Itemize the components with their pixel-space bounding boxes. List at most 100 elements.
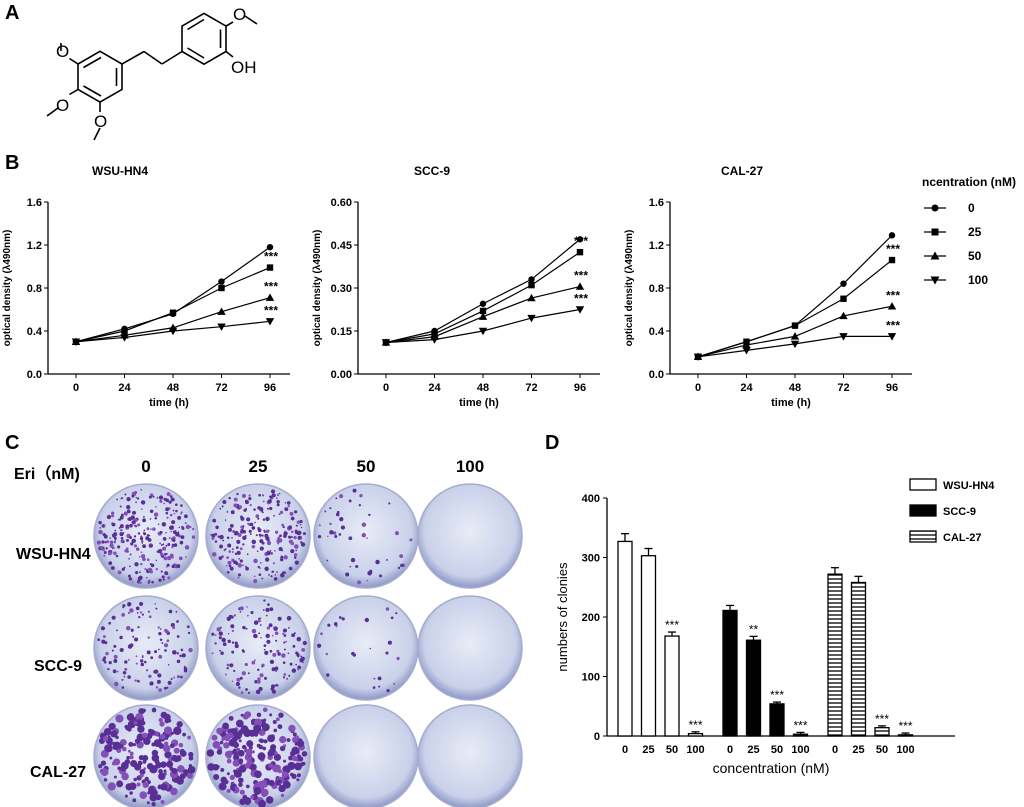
colony xyxy=(239,798,246,805)
significance-label: *** xyxy=(898,719,912,733)
colony xyxy=(155,607,158,610)
y-axis-label: optical density (λ490nm) xyxy=(624,230,635,347)
colony xyxy=(162,578,165,581)
colony xyxy=(253,786,262,795)
colony xyxy=(168,609,173,614)
colony xyxy=(133,777,137,782)
significance-label: *** xyxy=(688,718,702,732)
colony xyxy=(126,504,131,510)
colony xyxy=(158,632,162,636)
colony xyxy=(258,573,262,577)
colony xyxy=(135,662,138,665)
colony xyxy=(148,543,154,548)
colony xyxy=(385,607,390,611)
colony xyxy=(288,535,292,539)
colony xyxy=(274,631,279,635)
colony xyxy=(147,558,150,562)
colony xyxy=(120,497,123,500)
colony xyxy=(274,666,279,671)
colony xyxy=(113,536,117,540)
o-atom-1: O xyxy=(56,42,69,61)
colony xyxy=(127,727,132,732)
colony xyxy=(171,546,174,549)
colony xyxy=(151,749,159,757)
colony xyxy=(164,751,172,759)
data-point-100 xyxy=(839,333,848,341)
o-atom-3: O xyxy=(94,112,107,131)
significance-label: *** xyxy=(264,303,278,317)
colony xyxy=(179,540,184,545)
colony xyxy=(258,493,261,497)
legend-marker-50 xyxy=(930,251,940,260)
colony xyxy=(235,681,241,687)
colony xyxy=(146,801,150,805)
line-chart-0: WSU-HN4 0.0 0.4 0.8 1.2 1.6 0 24 48 72 96 time (h) o… xyxy=(2,164,290,409)
colony xyxy=(176,620,179,623)
data-point-100 xyxy=(120,334,129,342)
colony xyxy=(130,515,135,520)
colony xyxy=(114,529,117,532)
colony xyxy=(100,626,106,631)
colony xyxy=(299,523,302,526)
data-point-25 xyxy=(888,256,896,264)
colony xyxy=(255,689,261,695)
colony xyxy=(98,529,103,535)
colony xyxy=(266,626,270,630)
colony xyxy=(227,633,230,635)
colony xyxy=(128,741,134,747)
colony xyxy=(143,515,145,518)
x-axis-label: time (h) xyxy=(149,397,189,409)
data-point-0 xyxy=(218,278,225,285)
colony xyxy=(276,503,280,507)
colony xyxy=(230,615,234,619)
colony xyxy=(149,681,154,686)
chart-title: WSU-HN4 xyxy=(92,164,148,178)
colony xyxy=(333,622,338,626)
legend-label-0: 0 xyxy=(968,201,975,215)
colony xyxy=(221,505,224,508)
legend-swatch-CAL-27 xyxy=(909,530,937,543)
colony xyxy=(159,499,163,503)
colony xyxy=(127,675,131,679)
colony xyxy=(226,663,230,667)
colony xyxy=(244,534,247,537)
colony xyxy=(214,533,218,536)
colony xyxy=(108,722,116,731)
colony xyxy=(188,647,193,653)
colony xyxy=(256,550,259,552)
colony xyxy=(105,651,109,656)
colony xyxy=(166,563,170,567)
colony xyxy=(114,681,119,687)
colony xyxy=(138,581,141,585)
colony xyxy=(238,686,241,689)
colony xyxy=(124,660,128,664)
colony xyxy=(134,679,137,682)
colony xyxy=(270,744,277,751)
colony xyxy=(274,550,276,552)
colony xyxy=(247,672,250,675)
colony xyxy=(268,762,274,768)
colony xyxy=(137,725,145,733)
colony xyxy=(134,637,139,642)
y-tick-label: 1.6 xyxy=(27,197,42,209)
colony xyxy=(223,742,230,749)
significance-label: *** xyxy=(770,688,784,702)
colony xyxy=(248,497,252,501)
colony xyxy=(172,650,177,655)
colony xyxy=(261,577,264,580)
colony xyxy=(286,677,289,680)
colony xyxy=(238,739,242,743)
colony xyxy=(114,552,117,555)
colony xyxy=(167,542,171,546)
data-point-25 xyxy=(169,309,177,316)
colony xyxy=(234,644,239,649)
colony xyxy=(119,635,123,640)
legend-swatch-WSU-HN4 xyxy=(909,478,937,491)
colony xyxy=(262,707,268,713)
colony xyxy=(291,755,298,762)
significance-label: *** xyxy=(886,288,900,302)
colony xyxy=(237,563,243,568)
colony xyxy=(324,510,327,513)
colony xyxy=(159,530,163,534)
colony xyxy=(157,673,162,678)
